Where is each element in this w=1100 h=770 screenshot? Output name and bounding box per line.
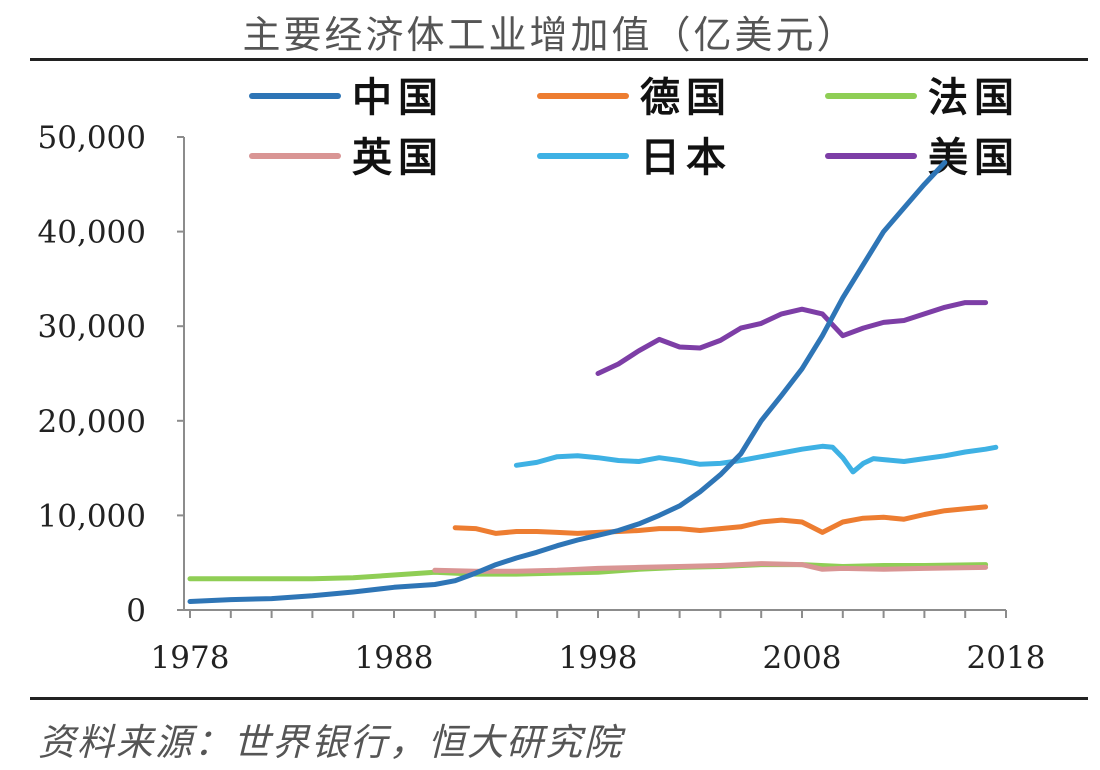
series-line-德国: [452, 504, 989, 536]
x-tick-label: 2018: [967, 640, 1046, 676]
series-line-美国: [595, 300, 989, 376]
legend-label: 日本: [640, 135, 732, 181]
series-line-英国: [432, 561, 989, 574]
footer-divider: [30, 697, 1088, 700]
y-tick-label: 30,000: [38, 309, 146, 345]
x-tick-label: 1998: [559, 640, 638, 676]
y-tick-label: 10,000: [38, 498, 146, 534]
legend-label: 中国: [352, 75, 444, 121]
x-tick-label: 1978: [151, 640, 230, 676]
chart-axes: 0 10,000 20,000 30,000 40,000 50,000 1978 1988 1…: [38, 120, 1046, 676]
y-tick-label: 50,000: [38, 120, 146, 156]
x-tick-label: 2008: [763, 640, 842, 676]
y-tick-label: 0: [126, 593, 146, 629]
series-line-日本: [513, 443, 999, 475]
legend-label: 法国: [928, 75, 1020, 121]
y-tick-label: 20,000: [38, 404, 146, 440]
legend-label: 德国: [640, 75, 732, 121]
legend-label: 英国: [352, 135, 444, 181]
series-line-中国: [187, 160, 948, 604]
series-line-法国: [187, 562, 989, 582]
x-tick-label: 1988: [355, 640, 434, 676]
source-note: 资料来源：世界银行，恒大研究院: [38, 721, 623, 764]
chart-series: [187, 160, 999, 604]
legend-label: 美国: [928, 135, 1020, 181]
chart-title: 主要经济体工业增加值（亿美元）: [242, 13, 858, 57]
title-divider: [30, 58, 1088, 61]
y-tick-label: 40,000: [38, 215, 146, 251]
